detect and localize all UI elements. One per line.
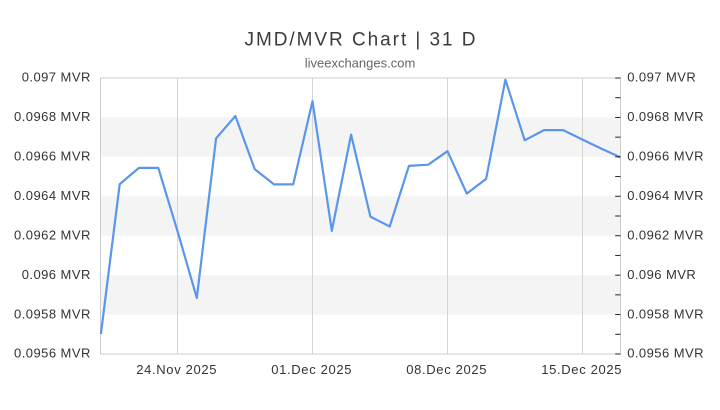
svg-text:24.Nov 2025: 24.Nov 2025 <box>136 362 217 377</box>
svg-text:0.096 MVR: 0.096 MVR <box>22 267 91 282</box>
svg-text:0.0964 MVR: 0.0964 MVR <box>14 188 91 203</box>
svg-text:0.0968 MVR: 0.0968 MVR <box>14 109 91 124</box>
svg-text:0.0962 MVR: 0.0962 MVR <box>14 227 91 242</box>
svg-text:0.0962 MVR: 0.0962 MVR <box>627 227 704 242</box>
svg-text:01.Dec 2025: 01.Dec 2025 <box>271 362 352 377</box>
svg-text:0.0958 MVR: 0.0958 MVR <box>14 306 91 321</box>
svg-text:0.097 MVR: 0.097 MVR <box>627 70 696 85</box>
svg-text:liveexchanges.com: liveexchanges.com <box>305 55 416 70</box>
svg-text:0.0968 MVR: 0.0968 MVR <box>627 109 704 124</box>
svg-text:0.0956 MVR: 0.0956 MVR <box>627 346 704 361</box>
svg-text:08.Dec 2025: 08.Dec 2025 <box>406 362 487 377</box>
svg-text:0.0966 MVR: 0.0966 MVR <box>627 149 704 164</box>
svg-text:15.Dec 2025: 15.Dec 2025 <box>541 362 622 377</box>
svg-text:0.0958 MVR: 0.0958 MVR <box>627 306 704 321</box>
svg-text:0.0964 MVR: 0.0964 MVR <box>627 188 704 203</box>
svg-text:0.097 MVR: 0.097 MVR <box>22 70 91 85</box>
svg-text:0.096 MVR: 0.096 MVR <box>627 267 696 282</box>
svg-text:0.0966 MVR: 0.0966 MVR <box>14 149 91 164</box>
svg-text:0.0956 MVR: 0.0956 MVR <box>14 346 91 361</box>
svg-text:JMD/MVR Chart | 31 D: JMD/MVR Chart | 31 D <box>245 29 478 50</box>
